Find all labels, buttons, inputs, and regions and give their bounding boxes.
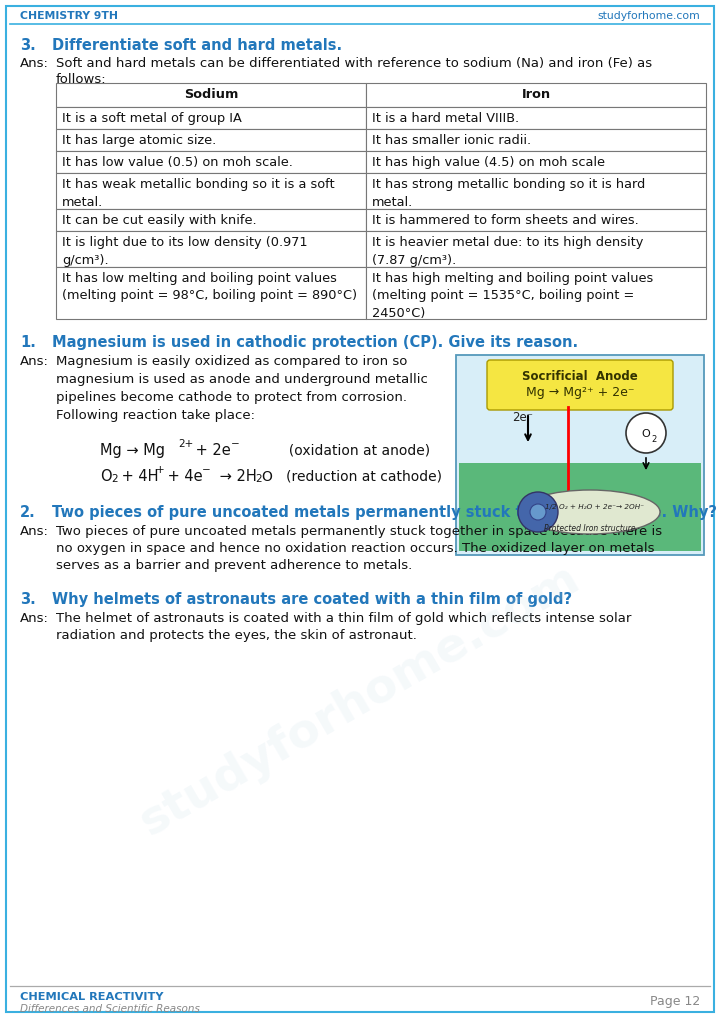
- Text: It is heavier metal due: to its high density
(7.87 g/cm³).: It is heavier metal due: to its high den…: [372, 236, 644, 267]
- Text: 2: 2: [111, 474, 117, 484]
- Text: 1.: 1.: [20, 335, 36, 350]
- Text: +: +: [156, 465, 165, 475]
- Text: Why helmets of astronauts are coated with a thin film of gold?: Why helmets of astronauts are coated wit…: [52, 592, 572, 607]
- Text: Iron: Iron: [521, 88, 551, 101]
- Text: Protected Iron structure: Protected Iron structure: [544, 524, 636, 533]
- Text: 2: 2: [651, 435, 656, 444]
- Text: Page 12: Page 12: [649, 995, 700, 1008]
- Bar: [366, 129, 706, 151]
- Text: 2e⁻: 2e⁻: [512, 411, 533, 425]
- Text: It has low melting and boiling point values
(melting point = 98°C, boiling point: It has low melting and boiling point val…: [62, 272, 357, 302]
- Ellipse shape: [520, 490, 660, 534]
- Text: It is a hard metal VIIIB.: It is a hard metal VIIIB.: [372, 112, 519, 125]
- Text: + 2e: + 2e: [191, 443, 230, 458]
- Text: 3.: 3.: [20, 592, 36, 607]
- Text: → 2H: → 2H: [215, 469, 257, 484]
- Text: + 4H: + 4H: [117, 469, 158, 484]
- Text: Sodium: Sodium: [184, 88, 238, 101]
- Text: Two pieces of pure uncoated metals permanently stuck together in space. Why?: Two pieces of pure uncoated metals perma…: [52, 505, 717, 520]
- Text: no oxygen in space and hence no oxidation reaction occurs. The oxidized layer on: no oxygen in space and hence no oxidatio…: [56, 542, 654, 555]
- Bar: [366, 107, 706, 129]
- Circle shape: [626, 413, 666, 453]
- Bar: [366, 83, 706, 107]
- Text: Differentiate soft and hard metals.: Differentiate soft and hard metals.: [52, 38, 342, 53]
- Bar: [459, 463, 701, 551]
- Text: CHEMISTRY 9TH: CHEMISTRY 9TH: [20, 11, 118, 21]
- FancyBboxPatch shape: [487, 360, 673, 410]
- Bar: [56, 107, 366, 129]
- Text: It has low value (0.5) on moh scale.: It has low value (0.5) on moh scale.: [62, 156, 293, 169]
- Text: It is light due to its low density (0.971
g/cm³).: It is light due to its low density (0.97…: [62, 236, 307, 267]
- Text: Magnesium is easily oxidized as compared to iron so: Magnesium is easily oxidized as compared…: [56, 355, 408, 367]
- Bar: [366, 267, 706, 319]
- Text: pipelines become cathode to protect from corrosion.: pipelines become cathode to protect from…: [56, 391, 407, 404]
- Text: Ans:: Ans:: [20, 525, 49, 538]
- Bar: [366, 151, 706, 173]
- Text: Mg → Mg: Mg → Mg: [100, 443, 165, 458]
- Text: 2+: 2+: [178, 439, 193, 449]
- Text: 2: 2: [255, 474, 261, 484]
- Text: Mg → Mg²⁺ + 2e⁻: Mg → Mg²⁺ + 2e⁻: [526, 386, 634, 399]
- Text: follows:: follows:: [56, 73, 107, 86]
- Circle shape: [530, 504, 546, 520]
- Bar: [366, 209, 706, 231]
- Bar: [56, 129, 366, 151]
- Bar: [56, 231, 366, 267]
- Text: O: O: [100, 469, 112, 484]
- Bar: [366, 231, 706, 267]
- Text: studyforhome.com: studyforhome.com: [598, 11, 700, 21]
- Text: −: −: [202, 465, 211, 475]
- Text: (oxidation at anode): (oxidation at anode): [245, 443, 430, 457]
- Text: Soft and hard metals can be differentiated with reference to sodium (Na) and iro: Soft and hard metals can be differentiat…: [56, 57, 652, 70]
- Text: It is a soft metal of group IA: It is a soft metal of group IA: [62, 112, 242, 125]
- Text: serves as a barrier and prevent adherence to metals.: serves as a barrier and prevent adherenc…: [56, 559, 413, 572]
- Text: It has strong metallic bonding so it is hard
metal.: It has strong metallic bonding so it is …: [372, 178, 645, 209]
- Text: It is hammered to form sheets and wires.: It is hammered to form sheets and wires.: [372, 214, 639, 227]
- Text: It has large atomic size.: It has large atomic size.: [62, 134, 216, 147]
- Text: 1/2 O₂ + H₂O + 2e⁻→ 2OH⁻: 1/2 O₂ + H₂O + 2e⁻→ 2OH⁻: [546, 504, 644, 510]
- Text: −: −: [231, 439, 240, 449]
- Text: O: O: [642, 429, 650, 439]
- Text: Following reaction take place:: Following reaction take place:: [56, 409, 255, 422]
- Text: Socrificial  Anode: Socrificial Anode: [522, 370, 638, 383]
- Bar: [56, 173, 366, 209]
- Circle shape: [518, 492, 558, 532]
- Text: Two pieces of pure uncoated metals permanently stuck together in space because t: Two pieces of pure uncoated metals perma…: [56, 525, 662, 538]
- Bar: [56, 209, 366, 231]
- Text: CHEMICAL REACTIVITY: CHEMICAL REACTIVITY: [20, 992, 163, 1002]
- Text: Ans:: Ans:: [20, 57, 49, 70]
- Text: Ans:: Ans:: [20, 355, 49, 367]
- Text: O   (reduction at cathode): O (reduction at cathode): [262, 469, 442, 483]
- Text: Differences and Scientific Reasons: Differences and Scientific Reasons: [20, 1004, 200, 1014]
- Text: It can be cut easily with knife.: It can be cut easily with knife.: [62, 214, 256, 227]
- Text: The helmet of astronauts is coated with a thin film of gold which reflects inten: The helmet of astronauts is coated with …: [56, 612, 631, 625]
- Bar: [56, 151, 366, 173]
- Bar: [56, 83, 366, 107]
- Text: + 4e: + 4e: [163, 469, 202, 484]
- Bar: [56, 267, 366, 319]
- Bar: [366, 173, 706, 209]
- Text: magnesium is used as anode and underground metallic: magnesium is used as anode and undergrou…: [56, 373, 428, 386]
- Text: It has smaller ionic radii.: It has smaller ionic radii.: [372, 134, 531, 147]
- Text: radiation and protects the eyes, the skin of astronaut.: radiation and protects the eyes, the ski…: [56, 629, 417, 642]
- Text: 3.: 3.: [20, 38, 36, 53]
- Text: studyforhome.com: studyforhome.com: [132, 556, 588, 845]
- Text: Ans:: Ans:: [20, 612, 49, 625]
- Text: It has high melting and boiling point values
(melting point = 1535°C, boiling po: It has high melting and boiling point va…: [372, 272, 653, 320]
- Bar: [456, 355, 704, 555]
- Text: It has weak metallic bonding so it is a soft
metal.: It has weak metallic bonding so it is a …: [62, 178, 335, 209]
- Text: Magnesium is used in cathodic protection (CP). Give its reason.: Magnesium is used in cathodic protection…: [52, 335, 578, 350]
- Text: It has high value (4.5) on moh scale: It has high value (4.5) on moh scale: [372, 156, 605, 169]
- Text: 2.: 2.: [20, 505, 36, 520]
